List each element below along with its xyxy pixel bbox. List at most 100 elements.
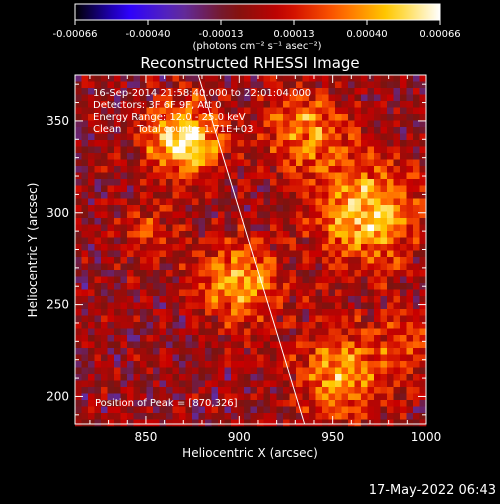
- heatmap-cell: [224, 146, 232, 154]
- heatmap-cell: [146, 322, 154, 329]
- heatmap-cell: [270, 179, 277, 186]
- heatmap-cell: [192, 419, 199, 427]
- heatmap-cell: [81, 419, 89, 427]
- heatmap-cell: [276, 354, 284, 362]
- heatmap-cell: [159, 81, 167, 89]
- heatmap-cell: [114, 374, 121, 381]
- heatmap-cell: [387, 153, 394, 160]
- heatmap-cell: [328, 114, 336, 121]
- heatmap-cell: [393, 283, 401, 290]
- heatmap-cell: [276, 328, 284, 336]
- heatmap-cell: [302, 185, 310, 193]
- heatmap-cell: [114, 140, 121, 147]
- heatmap-cell: [166, 387, 173, 394]
- heatmap-cell: [302, 198, 310, 206]
- heatmap-cell: [400, 133, 407, 141]
- heatmap-cell: [361, 309, 368, 316]
- heatmap-cell: [380, 309, 388, 316]
- heatmap-cell: [276, 367, 284, 375]
- heatmap-cell: [419, 263, 427, 271]
- heatmap-cell: [205, 400, 212, 407]
- heatmap-cell: [127, 172, 134, 180]
- heatmap-cell: [120, 205, 128, 212]
- heatmap-cell: [81, 120, 89, 128]
- heatmap-cell: [374, 140, 381, 147]
- heatmap-cell: [276, 101, 284, 108]
- heatmap-cell: [140, 127, 147, 134]
- heatmap-cell: [88, 244, 95, 251]
- heatmap-cell: [367, 75, 375, 82]
- heatmap-cell: [413, 133, 420, 141]
- heatmap-cell: [120, 393, 128, 401]
- heatmap-cell: [107, 361, 115, 368]
- heatmap-cell: [309, 75, 316, 82]
- heatmap-cell: [361, 159, 368, 167]
- heatmap-cell: [179, 211, 186, 219]
- heatmap-cell: [153, 211, 160, 219]
- heatmap-cell: [296, 309, 303, 316]
- heatmap-cell: [348, 296, 355, 303]
- heatmap-cell: [237, 328, 245, 336]
- heatmap-cell: [257, 283, 264, 290]
- heatmap-cell: [114, 419, 121, 427]
- heatmap-cell: [75, 419, 82, 427]
- heatmap-cell: [380, 153, 388, 160]
- heatmap-cell: [166, 211, 173, 219]
- heatmap-cell: [296, 237, 303, 245]
- heatmap-cell: [413, 335, 420, 342]
- heatmap-cell: [302, 270, 310, 277]
- heatmap-cell: [205, 380, 212, 388]
- heatmap-cell: [419, 380, 427, 388]
- heatmap-cell: [419, 361, 427, 368]
- heatmap-cell: [413, 374, 420, 381]
- heatmap-cell: [387, 348, 394, 355]
- heatmap-cell: [244, 257, 251, 264]
- heatmap-cell: [315, 400, 323, 407]
- heatmap-cell: [257, 166, 264, 173]
- heatmap-cell: [185, 257, 193, 264]
- heatmap-cell: [107, 237, 115, 245]
- heatmap-cell: [309, 367, 316, 375]
- heatmap-cell: [185, 354, 193, 362]
- heatmap-cell: [257, 296, 264, 303]
- heatmap-cell: [276, 140, 284, 147]
- heatmap-cell: [101, 146, 108, 154]
- heatmap-cell: [159, 406, 167, 414]
- heatmap-cell: [140, 185, 147, 193]
- heatmap-cell: [413, 276, 420, 284]
- heatmap-cell: [296, 419, 303, 427]
- heatmap-cell: [198, 406, 206, 414]
- heatmap-cell: [341, 250, 349, 258]
- heatmap-cell: [315, 211, 323, 219]
- heatmap-cell: [296, 101, 303, 108]
- heatmap-cell: [335, 133, 342, 141]
- heatmap-cell: [283, 172, 290, 180]
- heatmap-cell: [348, 153, 355, 160]
- heatmap-cell: [140, 218, 147, 225]
- heatmap-cell: [367, 341, 375, 349]
- heatmap-cell: [257, 81, 264, 89]
- heatmap-cell: [211, 367, 219, 375]
- heatmap-cell: [283, 205, 290, 212]
- heatmap-cell: [101, 322, 108, 329]
- heatmap-cell: [120, 101, 128, 108]
- heatmap-cell: [211, 75, 219, 82]
- heatmap-cell: [387, 133, 394, 141]
- heatmap-cell: [309, 348, 316, 355]
- heatmap-cell: [283, 263, 290, 271]
- heatmap-cell: [374, 133, 381, 141]
- heatmap-cell: [75, 107, 82, 115]
- heatmap-cell: [237, 400, 245, 407]
- heatmap-cell: [127, 166, 134, 173]
- heatmap-cell: [354, 198, 362, 206]
- heatmap-cell: [296, 244, 303, 251]
- heatmap-cell: [179, 81, 186, 89]
- heatmap-cell: [172, 205, 180, 212]
- heatmap-cell: [244, 231, 251, 238]
- heatmap-cell: [179, 198, 186, 206]
- heatmap-cell: [328, 94, 336, 102]
- heatmap-cell: [354, 244, 362, 251]
- heatmap-cell: [159, 185, 167, 193]
- heatmap-cell: [419, 88, 427, 95]
- heatmap-cell: [406, 114, 414, 121]
